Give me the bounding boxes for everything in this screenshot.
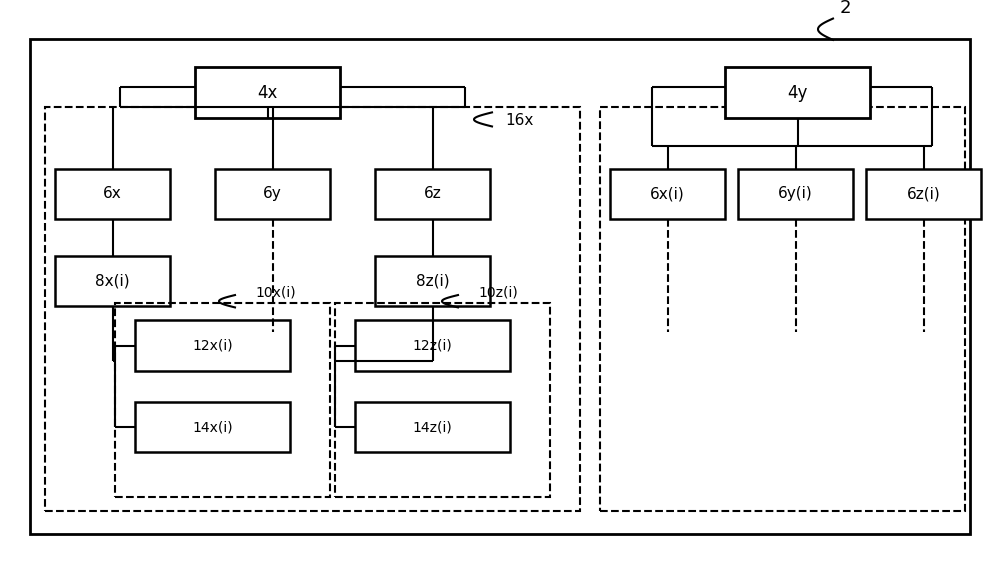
Text: 6z(i): 6z(i) xyxy=(907,187,940,201)
Bar xyxy=(725,67,870,118)
Text: 6y: 6y xyxy=(263,187,282,201)
Bar xyxy=(55,169,170,219)
Bar xyxy=(600,107,965,511)
Text: 6x(i): 6x(i) xyxy=(650,187,685,201)
Bar xyxy=(135,402,290,452)
Bar xyxy=(355,320,510,371)
Bar xyxy=(375,169,490,219)
Text: 6y(i): 6y(i) xyxy=(778,187,813,201)
Text: 12z(i): 12z(i) xyxy=(413,339,452,352)
Bar xyxy=(335,303,550,497)
Bar xyxy=(610,169,725,219)
Bar xyxy=(355,402,510,452)
Text: 10z(i): 10z(i) xyxy=(478,285,518,299)
Text: 4x: 4x xyxy=(257,84,278,102)
Text: 14x(i): 14x(i) xyxy=(192,420,233,434)
Text: 2: 2 xyxy=(839,0,851,17)
Bar xyxy=(375,256,490,306)
Text: 6x: 6x xyxy=(103,187,122,201)
Bar xyxy=(135,320,290,371)
Text: 8x(i): 8x(i) xyxy=(95,274,130,288)
Text: 4y: 4y xyxy=(787,84,808,102)
Bar xyxy=(215,169,330,219)
Text: 16x: 16x xyxy=(505,114,533,128)
Bar xyxy=(45,107,580,511)
Bar xyxy=(115,303,330,497)
Bar xyxy=(738,169,853,219)
Bar xyxy=(30,39,970,534)
Text: 14z(i): 14z(i) xyxy=(413,420,452,434)
Bar xyxy=(866,169,981,219)
Text: 12x(i): 12x(i) xyxy=(192,339,233,352)
Text: 6z: 6z xyxy=(424,187,441,201)
Text: 10x(i): 10x(i) xyxy=(255,285,296,299)
Bar xyxy=(55,256,170,306)
Text: 8z(i): 8z(i) xyxy=(416,274,449,288)
Bar xyxy=(195,67,340,118)
